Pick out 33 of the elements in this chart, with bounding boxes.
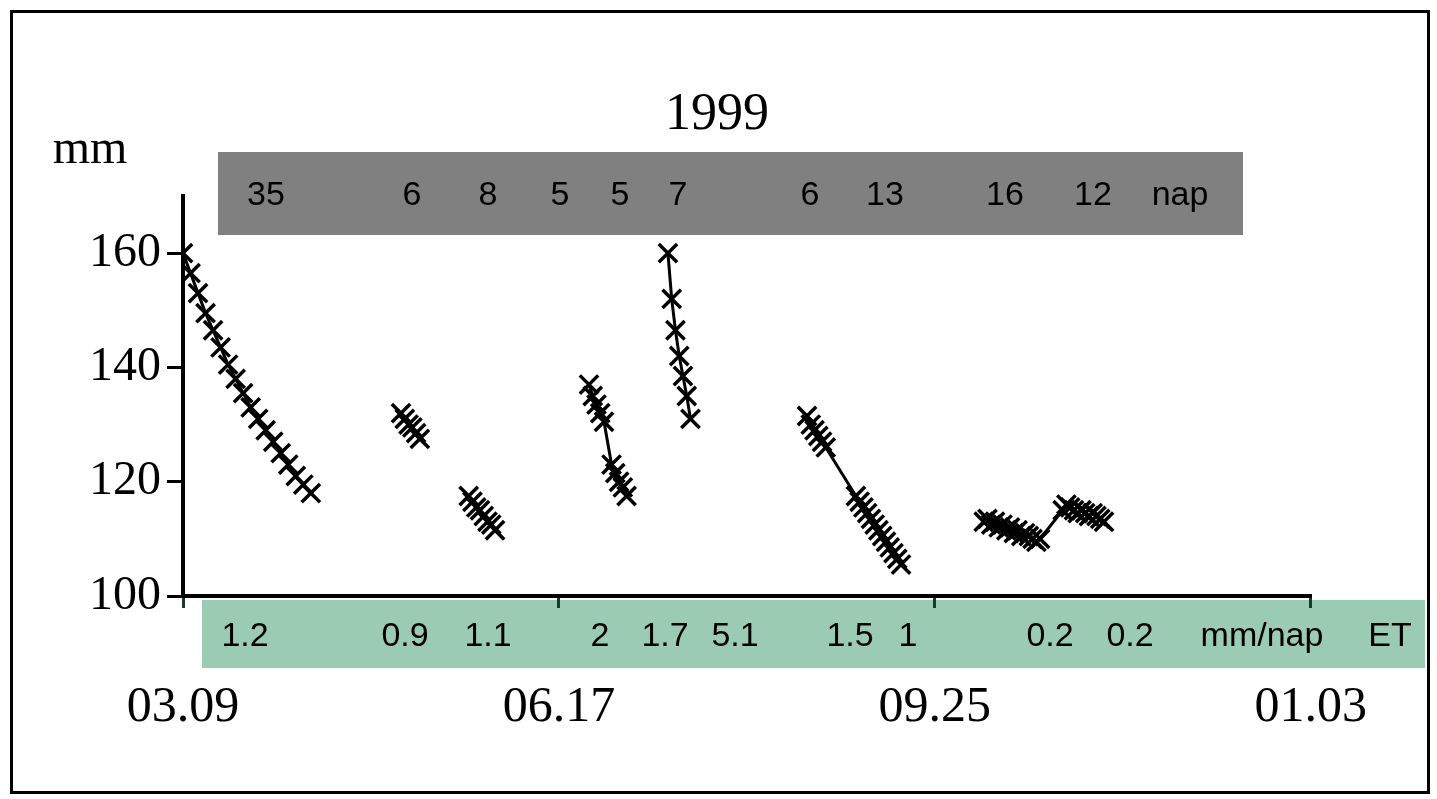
y-tick-label: 160 — [89, 222, 161, 276]
annotation: 12 — [1074, 174, 1112, 213]
text: 1 — [898, 615, 918, 654]
annotation: 6 — [800, 174, 820, 213]
text: 1.5 — [826, 615, 874, 654]
y-tick-label: 100 — [89, 565, 161, 619]
annotation: 35 — [247, 174, 285, 213]
annotation: 7 — [668, 174, 688, 213]
annotation: 6 — [402, 174, 422, 213]
text: 0.2 — [1106, 615, 1154, 654]
text: 1.2 — [221, 615, 269, 654]
annotation: 13 — [866, 174, 904, 213]
x-tick-label: 06.17 — [502, 676, 616, 733]
text: 1.7 — [641, 615, 689, 654]
text: ET — [1368, 615, 1412, 654]
annotation: 5 — [610, 174, 630, 213]
x-tick-label: 09.25 — [878, 676, 992, 733]
x-tick-label: 01.03 — [1254, 676, 1367, 733]
annotation: 5 — [550, 174, 570, 213]
text: 2 — [590, 615, 610, 654]
y-tick-label: 140 — [89, 337, 161, 391]
annotation: 8 — [478, 174, 498, 213]
text: 5.1 — [711, 615, 759, 654]
text: 0.9 — [381, 615, 429, 654]
annotation: nap — [1151, 174, 1209, 213]
annotation: 16 — [986, 174, 1024, 213]
y-axis-title: mm — [52, 119, 128, 173]
y-tick-label: 120 — [89, 451, 161, 505]
chart-title: 1999 — [664, 82, 769, 140]
x-tick-label: 03.09 — [126, 676, 240, 733]
text: 0.2 — [1026, 615, 1074, 654]
text: mm/nap — [1200, 615, 1324, 654]
text: 1.1 — [464, 615, 512, 654]
